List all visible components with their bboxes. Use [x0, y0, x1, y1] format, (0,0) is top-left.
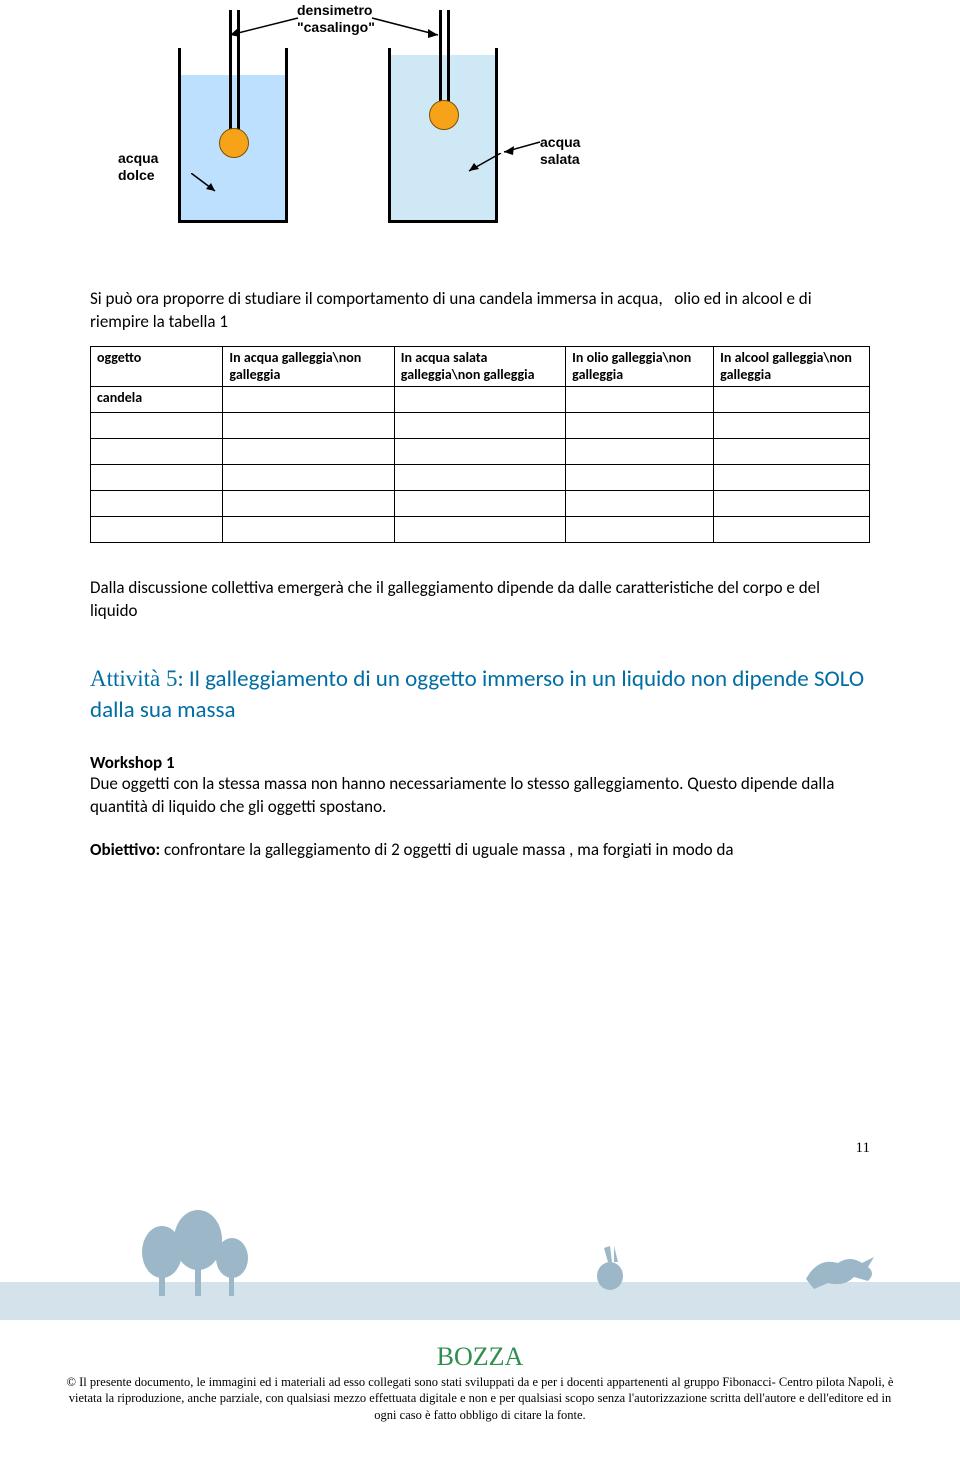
table-body: candela: [91, 387, 870, 543]
workshop-1-title: Workshop 1: [90, 752, 870, 773]
arrow-label-salata: [498, 138, 542, 158]
footer-scene: [0, 1200, 960, 1320]
rabbit-sitting-silhouette: [590, 1242, 630, 1292]
activity-rest: : Il galleggiamento di un oggetto immers…: [90, 665, 864, 724]
arrow-liquid-dolce: [191, 173, 221, 198]
workshop-1-body: Due oggetti con la stessa massa non hann…: [90, 773, 870, 819]
straw-dolce-2: [237, 10, 240, 143]
densimetro-diagram: densimetro "casalingo" acqua dolce: [0, 10, 960, 260]
table-row: [91, 413, 870, 439]
col-acqua: In acqua galleggia\non galleggia: [223, 346, 394, 387]
arrow-densimetro-left: [220, 15, 300, 45]
discussion-paragraph: Dalla discussione collettiva emergerà ch…: [90, 577, 870, 623]
col-alcool: In alcool galleggia\non galleggia: [714, 346, 870, 387]
col-oggetto: oggetto: [91, 346, 223, 387]
objective-line: Obiettivo: confrontare la galleggiamento…: [90, 839, 870, 862]
table-header-row: oggetto In acqua galleggia\non galleggia…: [91, 346, 870, 387]
arrow-densimetro-right: [370, 15, 450, 45]
table-row: [91, 465, 870, 491]
intro-paragraph: Si può ora proporre di studiare il compo…: [90, 288, 870, 334]
ball-dolce: [219, 128, 249, 158]
arrow-liquid-salata: [463, 153, 503, 178]
straw-dolce-1: [229, 10, 232, 143]
beaker-acqua-salata: [388, 48, 498, 223]
col-olio: In olio galleggia\non galleggia: [566, 346, 714, 387]
objective-bold: Obiettivo:: [90, 839, 160, 860]
activity-lead: Attività 5: [90, 666, 178, 691]
rabbit-running-silhouette: [800, 1247, 880, 1292]
activity-5-title: Attività 5: Il galleggiamento di un ogge…: [90, 663, 870, 726]
trees-silhouette: [140, 1210, 250, 1300]
table-row: [91, 491, 870, 517]
copyright-text: © Il presente documento, le immagini ed …: [60, 1374, 900, 1423]
bozza-watermark: BOZZA: [0, 1342, 960, 1372]
label-acqua-dolce: acqua dolce: [118, 150, 158, 184]
label-densimetro: densimetro "casalingo": [297, 2, 375, 36]
table-row: [91, 439, 870, 465]
ball-salata: [429, 100, 459, 130]
table-row: candela: [91, 387, 870, 413]
liquid-salata: [391, 55, 495, 220]
beaker-acqua-dolce: [178, 48, 288, 223]
table-row: [91, 517, 870, 543]
page-number: 11: [856, 1140, 870, 1157]
tabella-1: oggetto In acqua galleggia\non galleggia…: [90, 346, 870, 544]
objective-rest: confrontare la galleggiamento di 2 ogget…: [160, 839, 733, 860]
label-acqua-salata: acqua salata: [540, 134, 580, 168]
col-acqua-salata: In acqua salata galleggia\non galleggia: [394, 346, 565, 387]
